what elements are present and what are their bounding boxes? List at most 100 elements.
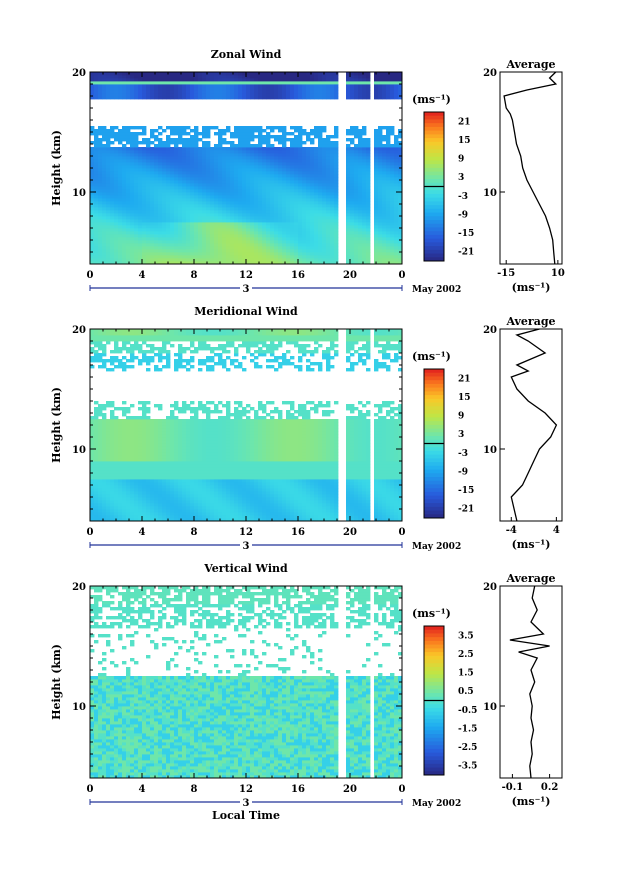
heatmap-cell [190,156,195,160]
heatmap-cell [126,81,131,85]
heatmap-cell [154,431,159,435]
colorbar-segment [424,138,444,143]
heatmap-cell [130,440,135,444]
heatmap-cell [310,222,315,226]
heatmap-cell [94,90,99,94]
heatmap-cell [334,162,339,166]
heatmap-cell [374,144,379,148]
colorbar-segment [424,231,444,236]
heatmap-cell [170,228,175,232]
heatmap-cell [302,84,307,88]
heatmap-cell [262,186,267,190]
heatmap-cell [174,252,179,256]
heatmap-cell [226,165,231,169]
heatmap-cell [194,87,199,91]
heatmap-cell [158,210,163,214]
heatmap-cell [346,240,351,244]
heatmap-cell [242,234,247,238]
heatmap-cell [142,141,147,145]
heatmap-cell [322,141,327,145]
heatmap-cell [142,228,147,232]
heatmap-cell [214,72,219,76]
heatmap-cell [218,171,223,175]
heatmap-cell [302,156,307,160]
heatmap-cell [258,147,263,151]
heatmap-cell [166,180,171,184]
heatmap-cell [286,168,291,172]
heatmap-cell [118,72,123,76]
heatmap-cell [290,234,295,238]
heatmap-cell [98,183,103,187]
heatmap-cell [314,75,319,79]
heatmap-cell [178,225,183,229]
heatmap-cell [394,195,399,199]
heatmap-cell [166,246,171,250]
heatmap-cell [98,219,103,223]
heatmap-cell [386,141,391,145]
heatmap-cell [346,228,351,232]
heatmap-cell [130,96,135,100]
heatmap-cell [330,228,335,232]
heatmap-cell [222,249,227,253]
heatmap-cell [154,449,159,453]
heatmap-cell [142,246,147,250]
heatmap-cell [190,210,195,214]
heatmap-cell [190,180,195,184]
heatmap-cell [386,240,391,244]
heatmap-cell [242,165,247,169]
heatmap-cell [118,177,123,181]
heatmap-cell [222,81,227,85]
heatmap-cell [274,138,279,142]
heatmap-cell [146,356,151,360]
heatmap-cell [350,171,355,175]
heatmap-cell [118,255,123,259]
heatmap-cell [362,246,367,250]
heatmap-cell [122,473,127,477]
heatmap-cell [110,422,115,426]
heatmap-cell [398,129,403,133]
heatmap-cell [94,147,99,151]
heatmap-cell [350,219,355,223]
heatmap-cell [178,192,183,196]
heatmap-cell [354,192,359,196]
heatmap-cell [270,150,275,154]
heatmap-cell [154,180,159,184]
heatmap-cell [134,255,139,259]
heatmap-cell [138,132,143,136]
heatmap-cell [382,261,387,265]
heatmap-cell [146,350,151,354]
heatmap-cell [186,183,191,187]
heatmap-cell [306,156,311,160]
heatmap-cell [130,138,135,142]
heatmap-cell [182,138,187,142]
heatmap-cell [142,198,147,202]
heatmap-cell [162,141,167,145]
heatmap-cell [254,201,259,205]
colorbar-segment [424,145,444,150]
heatmap-cell [322,156,327,160]
heatmap-cell [218,93,223,97]
heatmap-cell [150,473,155,477]
heatmap-cell [322,189,327,193]
heatmap-cell [142,84,147,88]
heatmap-cell [214,147,219,151]
heatmap-cell [122,243,127,247]
heatmap-cell [126,180,131,184]
heatmap-cell [242,246,247,250]
heatmap-cell [114,252,119,256]
heatmap-cell [290,225,295,229]
heatmap-cell [142,494,147,498]
heatmap-cell [142,75,147,79]
heatmap-cell [138,362,143,366]
heatmap-cell [330,222,335,226]
heatmap-cell [130,171,135,175]
heatmap-cell [110,198,115,202]
heatmap-cell [302,219,307,223]
heatmap-cell [154,261,159,265]
heatmap-cell [162,240,167,244]
heatmap-cell [146,452,151,456]
heatmap-cell [386,231,391,235]
heatmap-cell [386,87,391,91]
heatmap-cell [366,207,371,211]
heatmap-cell [130,90,135,94]
